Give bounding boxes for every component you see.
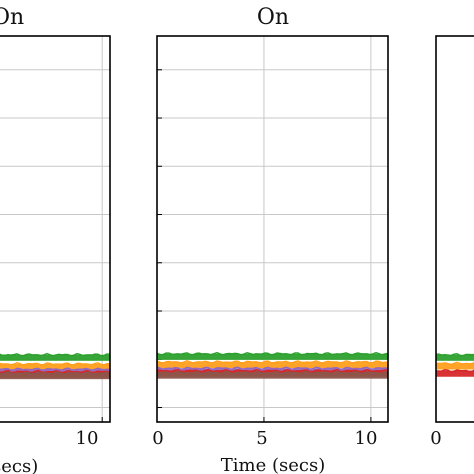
axes-frame [0,35,111,423]
series-line [0,363,110,370]
panel-middle-xlabel: Time (secs) [221,455,325,474]
series-line [157,353,388,360]
x-tick-label: 0 [430,428,441,449]
series-line-edge [0,362,110,366]
plot-area [0,36,110,422]
series-line [436,363,474,370]
series-line-edge [157,351,388,356]
series-line-edge [436,368,474,373]
x-tick-label: 10 [76,428,99,449]
series-line-edge [0,369,110,374]
series-line [157,362,388,369]
panel-middle: On 0 5 10 Time (secs) [152,5,389,474]
x-tick-label: 10 [355,428,378,449]
series-line-edge [0,367,110,372]
series-line-edge [157,366,388,371]
series-line [0,354,110,361]
panel-middle-title: On [257,5,289,30]
series-line-edge [0,371,110,376]
series-line [0,373,110,380]
plot-area [436,36,474,422]
panel-left: On 10 secs) [0,5,111,474]
series-line-edge [0,352,110,357]
panel-right: 0 [430,35,474,449]
axes-frame [435,35,474,423]
series-line [436,370,474,377]
series-line [157,372,388,379]
plot-area [157,36,388,422]
series-line [436,354,474,361]
axes-frame [156,35,389,423]
series-line-edge [157,368,388,373]
panel-left-title: On [0,5,24,30]
panel-left-xlabel: secs) [0,456,38,474]
x-tick-label: 5 [256,428,267,449]
series-line-edge [157,360,388,365]
series-line-edge [157,370,388,375]
x-tick-label: 0 [152,428,163,449]
